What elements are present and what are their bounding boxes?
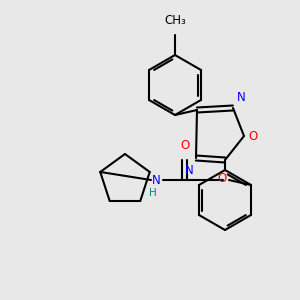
Text: CH₃: CH₃ [164,14,186,27]
Text: N: N [185,164,194,177]
Text: O: O [218,172,227,185]
Text: H: H [149,188,157,198]
Text: O: O [180,139,190,152]
Text: N: N [237,91,246,104]
Text: O: O [248,130,257,142]
Text: N: N [152,173,161,187]
